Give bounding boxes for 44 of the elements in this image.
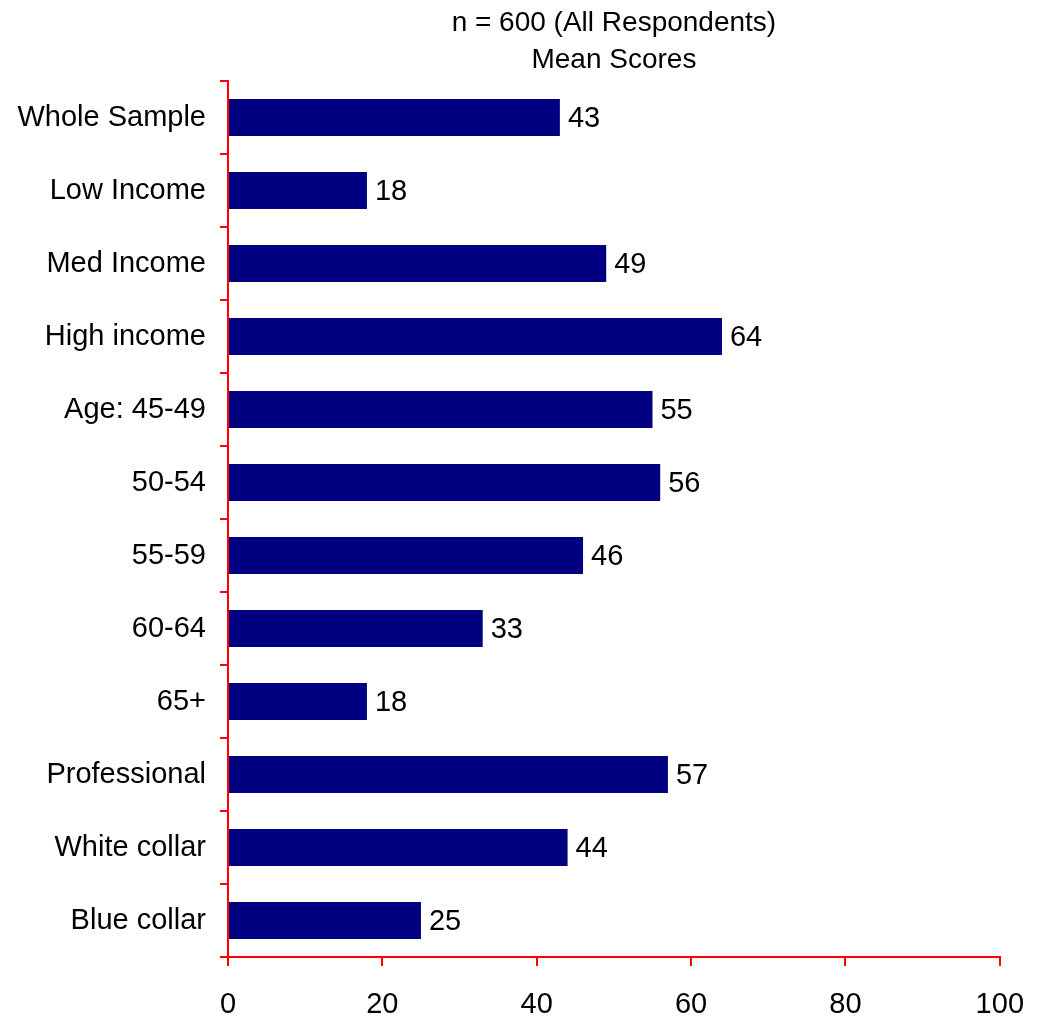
- data-label: 43: [567, 100, 601, 133]
- y-tick-label: White collar: [54, 829, 207, 862]
- bar: [229, 755, 668, 794]
- y-tick-label: 60-64: [131, 610, 206, 643]
- y-tick-label: 65+: [156, 683, 206, 716]
- bar: [229, 244, 607, 283]
- data-label: 18: [374, 684, 408, 717]
- data-label: 33: [490, 611, 523, 644]
- chart-subtitle: Mean Scores: [531, 42, 697, 74]
- x-tick-label: 20: [366, 987, 399, 1020]
- data-label: 44: [575, 830, 608, 863]
- data-label: 57: [675, 757, 709, 790]
- data-label: 18: [374, 173, 408, 206]
- bar: [229, 171, 367, 210]
- bar: [229, 463, 661, 502]
- x-tick-label: 40: [520, 987, 553, 1020]
- y-tick-label: Low Income: [49, 172, 206, 205]
- data-label: 55: [660, 392, 693, 425]
- x-tick-label: 100: [975, 987, 1024, 1020]
- bar: [229, 682, 367, 721]
- y-tick-label: Professional: [46, 756, 206, 789]
- y-tick-label: Med Income: [46, 245, 206, 278]
- data-label: 49: [614, 246, 647, 279]
- data-label: 25: [428, 903, 462, 936]
- y-tick-label: Age: 45-49: [64, 391, 206, 424]
- bar: [229, 609, 483, 648]
- bar: [229, 828, 568, 867]
- data-label: 56: [668, 465, 701, 498]
- bar: [229, 390, 653, 429]
- y-tick-label: 50-54: [131, 464, 206, 497]
- y-tick-label: 55-59: [131, 537, 206, 570]
- x-tick-label: 0: [219, 987, 237, 1020]
- y-tick-label: Blue collar: [70, 902, 207, 935]
- y-tick-label: Whole Sample: [17, 99, 206, 132]
- bar: [229, 901, 421, 940]
- x-tick-label: 60: [674, 987, 708, 1020]
- y-tick-label: High income: [44, 318, 206, 351]
- x-tick-label: 80: [829, 987, 862, 1020]
- data-label: 64: [729, 319, 763, 352]
- data-label: 46: [591, 538, 624, 571]
- chart-title: n = 600 (All Respondents): [451, 5, 777, 37]
- bar: [229, 536, 584, 575]
- bar: [229, 317, 722, 356]
- bar: [229, 98, 560, 137]
